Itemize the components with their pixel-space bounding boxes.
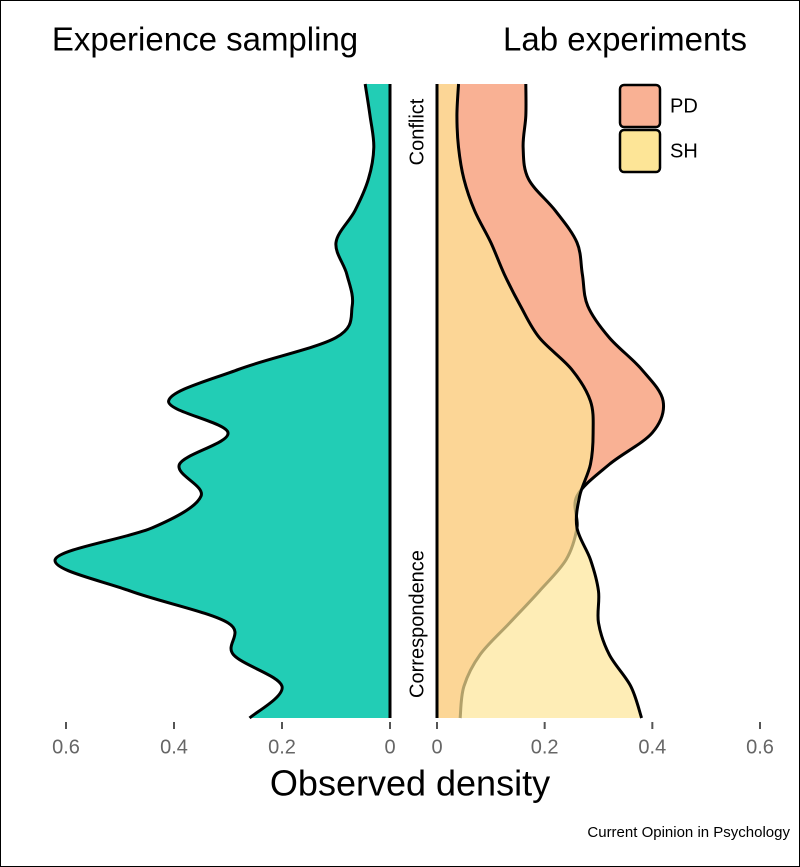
density-curve <box>53 83 376 720</box>
panel-title: Experience sampling <box>52 21 358 58</box>
y-axis-label: Correspondence <box>406 550 428 698</box>
x-tick-label: 0.6 <box>746 736 774 758</box>
x-tick-label: 0.2 <box>268 736 296 758</box>
y-axis-label: Conflict <box>406 98 428 165</box>
x-tick-label: 0.2 <box>531 736 559 758</box>
x-tick-label: 0.6 <box>52 736 80 758</box>
legend-swatch <box>618 128 662 174</box>
x-tick-label: 0 <box>431 736 442 758</box>
x-axis-label: Observed density <box>270 763 550 804</box>
x-tick-label: 0.4 <box>638 736 666 758</box>
legend-label: SH <box>670 140 698 162</box>
source: Current Opinion in Psychology <box>587 824 790 841</box>
legend-swatch <box>618 83 662 129</box>
legend-label: PD <box>670 95 698 117</box>
x-tick-label: 0 <box>384 736 395 758</box>
density-curve <box>455 83 643 719</box>
x-tick-label: 0.4 <box>160 736 188 758</box>
density-fill <box>55 84 390 718</box>
panel-title: Lab experiments <box>503 21 747 58</box>
